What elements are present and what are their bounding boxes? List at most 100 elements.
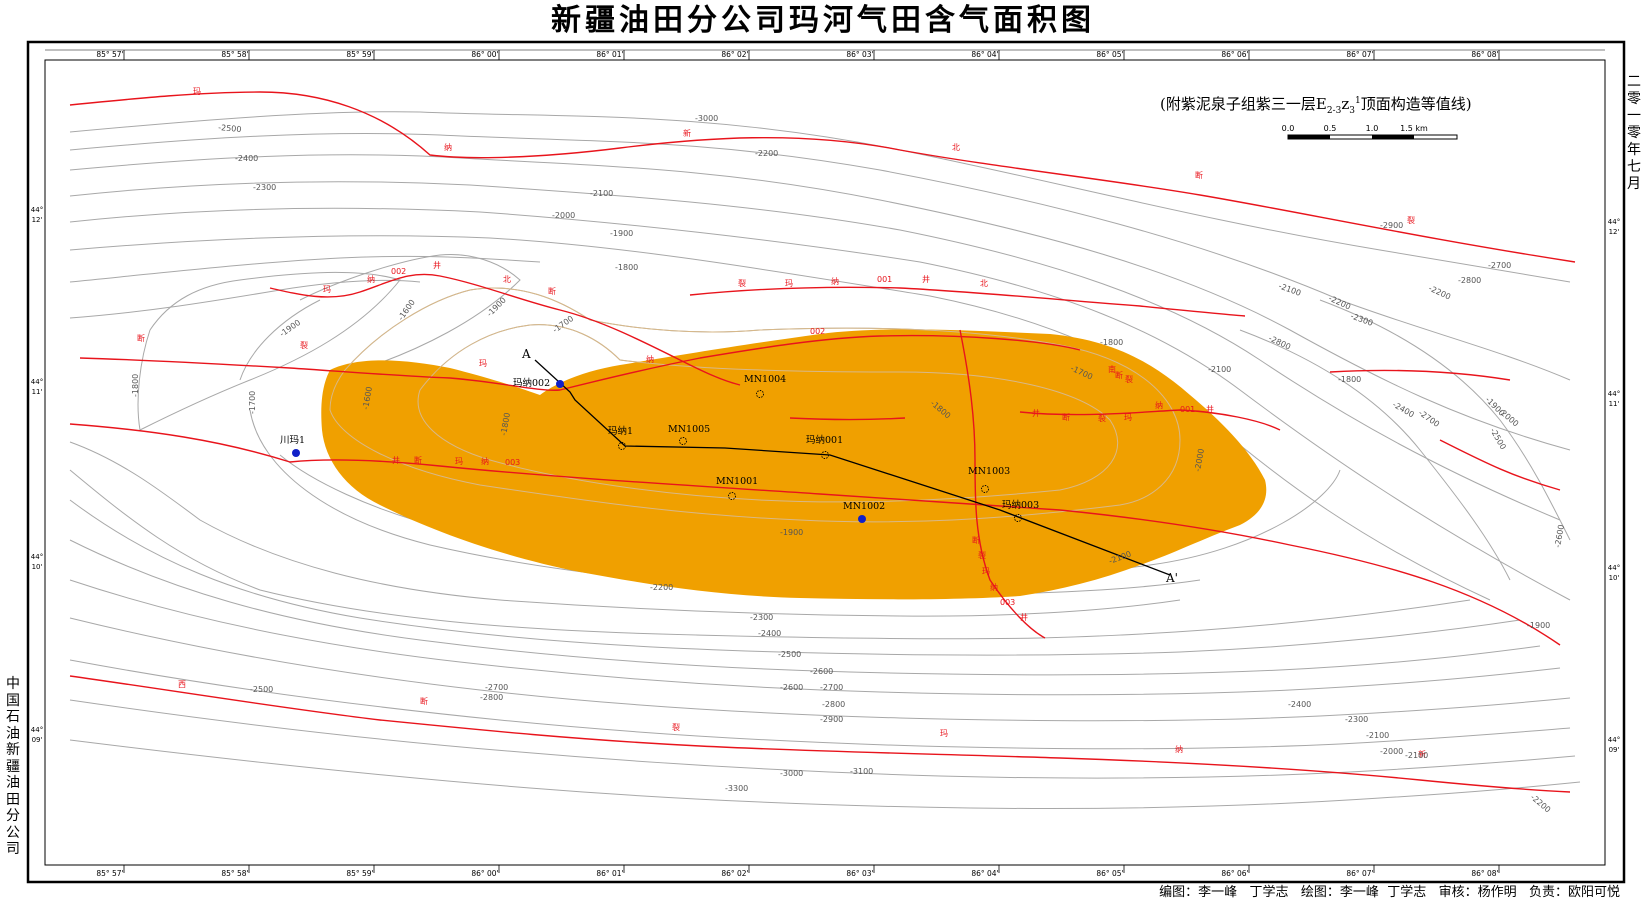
contour-label: -2700 [1488,261,1511,270]
fault-label: 裂 [978,550,986,560]
fault-label: 玛 [940,729,948,738]
fault-label: 裂 [1407,215,1415,225]
contour-label: -2900 [820,715,843,724]
contour-line [69,279,421,319]
well-label: 玛纳003 [1002,499,1039,511]
latitude-label: 09' [1609,746,1620,754]
well-label: MN1004 [744,374,786,385]
contour-line [1239,329,1511,581]
date-vertical: 二零一零年七月 [1627,74,1641,192]
longitude-label: 85° 57' [96,50,123,59]
fault-label: 断 [137,333,145,343]
fault-line [789,417,906,421]
fault-label: 纳 [831,276,839,286]
scale-bar: 0.0 0.5 1.0 1.5 km [1282,124,1458,140]
longitude-label: 86° 04' [971,50,998,59]
fault-label: 纳 [481,456,489,466]
fault-line [69,675,1571,793]
latitude-label: 10' [1609,574,1620,582]
scale-bar-segment [1288,135,1330,139]
fault-label: 断 [1195,170,1203,180]
contour-label: -3100 [850,767,873,776]
latitude-label: 11' [1609,400,1620,408]
longitude-label: 86° 05' [1096,50,1123,59]
longitude-label: 85° 58' [221,50,248,59]
longitude-label: 86° 00' [471,50,498,59]
contour-label: -2400 [758,629,781,638]
contour-label: -2800 [1267,334,1292,352]
fault-label: 井 [1206,404,1214,414]
latitude-label: 09' [32,736,43,744]
contour-label: -3300 [725,784,748,793]
contour-line [69,235,1491,601]
fault-line [1329,369,1511,381]
latitude-labels-left: 44° 12' 44° 11' 44° 10' 44° 09' [31,206,43,744]
well-label: MN1002 [843,501,885,512]
longitude-label: 86° 04' [971,869,998,878]
contour-line [137,271,401,431]
contour-label: -2800 [1458,276,1481,285]
fault-label: 纳 [646,354,654,364]
fault-line [269,273,741,386]
contour-line [329,287,1181,523]
contour-line [69,132,1571,381]
contour-line [239,299,321,381]
latitude-label: 44° [1608,736,1620,744]
contour-label: -2600 [1553,524,1566,548]
longitude-label: 86° 06' [1221,869,1248,878]
fault-label: 裂 [738,278,746,288]
contour-line [69,699,1576,779]
fault-label: 井 [433,260,441,270]
fault-label: 裂 [1098,413,1106,423]
longitude-label: 86° 02' [721,50,748,59]
contour-label: -2200 [1529,793,1553,815]
contour-label: -2100 [1405,751,1428,760]
contour-label: -2500 [778,650,801,659]
contour-label: -1800 [499,412,512,436]
fault-label: 纳 [990,582,998,592]
contour-label: -1700 [248,391,257,414]
contour-label: -3000 [695,114,718,123]
section-label: A' [1165,571,1178,585]
contour-label: -1800 [615,263,638,272]
latitude-label: 44° [1608,390,1620,398]
scale-label: 1.5 km [1400,124,1428,133]
fault-line [689,286,1246,317]
contour-line [69,111,1571,283]
contour-label: -2800 [822,700,845,709]
fault-label: 北 [980,279,988,288]
contour-label: -2700 [820,683,843,692]
well-marker [618,442,626,450]
fault-label: 井 [392,455,400,465]
scale-label: 0.0 [1282,124,1295,133]
well-marker [1014,514,1022,522]
wells: 玛纳002 川玛1 玛纳1 MN1005 MN1004 玛纳001 MN1001 MN1002… [280,374,1039,523]
well-marker [858,515,866,523]
section-label: A [521,347,531,361]
well-marker [556,380,564,388]
fault-label: 玛 [193,87,201,96]
contour-line [69,255,541,283]
contour-label: -2600 [810,667,833,676]
contour-label: -2400 [1288,700,1311,709]
fault-label: 纳 [444,142,452,152]
fault-label: 玛 [323,285,331,294]
organization-vertical: 中国石油新疆油田分公司 [6,676,20,857]
longitude-label: 86° 08' [1471,50,1498,59]
latitude-label: 44° [1608,218,1620,226]
latitude-label: 44° [31,553,43,561]
longitude-label: 86° 01' [596,50,623,59]
contour-label: -1900 [278,318,302,339]
fault-label: 新 [683,128,691,138]
well-marker [981,485,989,493]
fault-label: 断 [414,455,422,465]
latitude-label: 11' [32,388,43,396]
longitude-label: 86° 03' [846,50,873,59]
contour-line [69,579,1561,696]
contour-label: -3000 [780,769,803,778]
contour-label: -2300 [1349,311,1374,327]
well-label: MN1001 [716,476,758,487]
longitude-label: 86° 05' [1096,869,1123,878]
fault-label: 玛 [455,457,463,466]
well-marker [292,449,300,457]
